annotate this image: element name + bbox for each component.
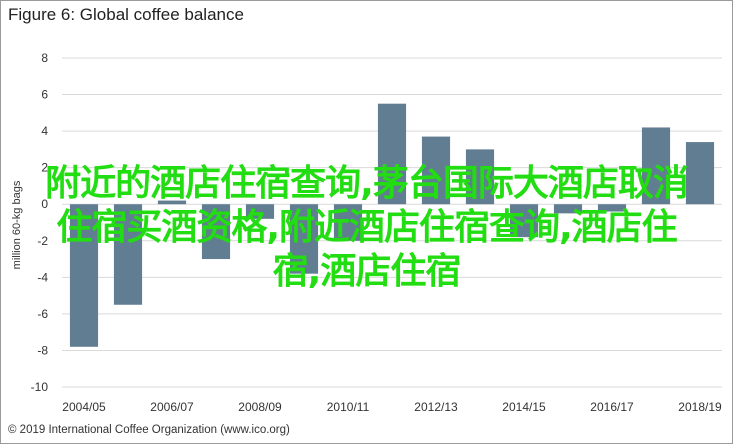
- bar: [333, 204, 363, 241]
- y-axis-label: million 60-kg bags: [11, 180, 23, 270]
- y-tick-label: 8: [41, 51, 48, 65]
- y-tick-label: -8: [37, 343, 48, 357]
- y-tick-label: 2: [41, 161, 48, 175]
- y-tick-label: 6: [41, 88, 48, 102]
- y-tick-label: -10: [31, 380, 49, 394]
- bar: [597, 204, 627, 212]
- y-tick-label: -2: [37, 234, 48, 248]
- bar: [553, 204, 583, 214]
- bar: [157, 200, 187, 205]
- copyright-text: © 2019 International Coffee Organization…: [8, 424, 290, 436]
- bar: [685, 142, 715, 205]
- bar: [113, 204, 143, 305]
- x-tick-label: 2004/05: [62, 400, 106, 414]
- x-tick-label: 2014/15: [502, 400, 546, 414]
- bar: [201, 204, 231, 260]
- bar: [641, 127, 671, 205]
- x-tick-label: 2018/19: [678, 400, 722, 414]
- x-tick-label: 2012/13: [414, 400, 458, 414]
- y-axis-label-container: million 60-kg bags: [4, 160, 30, 290]
- x-tick-label: 2006/07: [150, 400, 194, 414]
- y-tick-label: 4: [41, 124, 48, 138]
- bar: [465, 149, 495, 205]
- y-tick-label: -6: [37, 307, 48, 321]
- chart-title: Figure 6: Global coffee balance: [8, 5, 244, 24]
- bar: [509, 204, 539, 238]
- y-tick-label: -4: [37, 270, 48, 284]
- bar: [289, 204, 319, 274]
- bar: [69, 204, 99, 347]
- bar: [377, 103, 407, 205]
- x-tick-label: 2010/11: [327, 400, 370, 414]
- bar: [245, 204, 275, 219]
- x-tick-label: 2008/09: [238, 400, 282, 414]
- y-tick-label: 0: [41, 197, 48, 211]
- x-tick-label: 2016/17: [590, 400, 634, 414]
- bar: [421, 136, 451, 205]
